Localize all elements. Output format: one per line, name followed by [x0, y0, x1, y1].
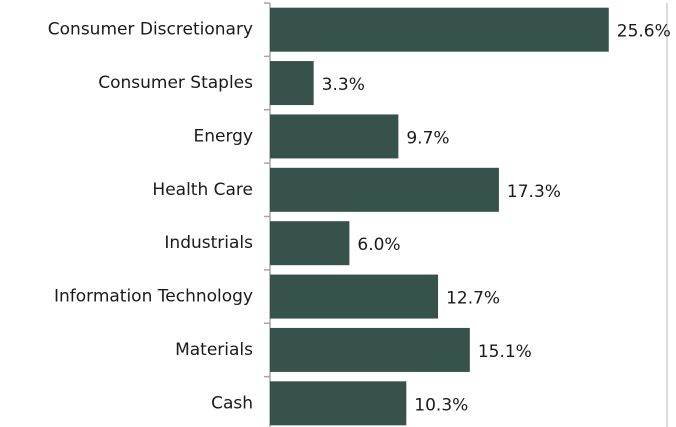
bar	[270, 221, 350, 266]
category-label: Materials	[175, 340, 253, 360]
category-label: Consumer Discretionary	[48, 20, 253, 40]
value-label: 10.3%	[414, 395, 468, 415]
bar	[270, 7, 609, 52]
value-label: 6.0%	[357, 235, 400, 255]
category-label: Consumer Staples	[98, 73, 253, 93]
bar	[270, 167, 499, 212]
value-label: 15.1%	[478, 342, 532, 362]
bar	[270, 61, 314, 106]
bar	[270, 381, 407, 426]
bar	[270, 274, 439, 319]
category-label: Information Technology	[54, 287, 253, 307]
category-label: Cash	[211, 393, 253, 413]
category-label: Industrials	[164, 233, 253, 253]
bar	[270, 114, 399, 159]
value-label: 17.3%	[507, 182, 561, 202]
value-label: 25.6%	[617, 22, 671, 42]
category-label: Health Care	[152, 180, 253, 200]
value-label: 12.7%	[446, 289, 500, 309]
value-label: 9.7%	[406, 128, 449, 148]
value-label: 3.3%	[322, 75, 365, 95]
category-label: Energy	[193, 126, 253, 146]
bar	[270, 327, 470, 372]
